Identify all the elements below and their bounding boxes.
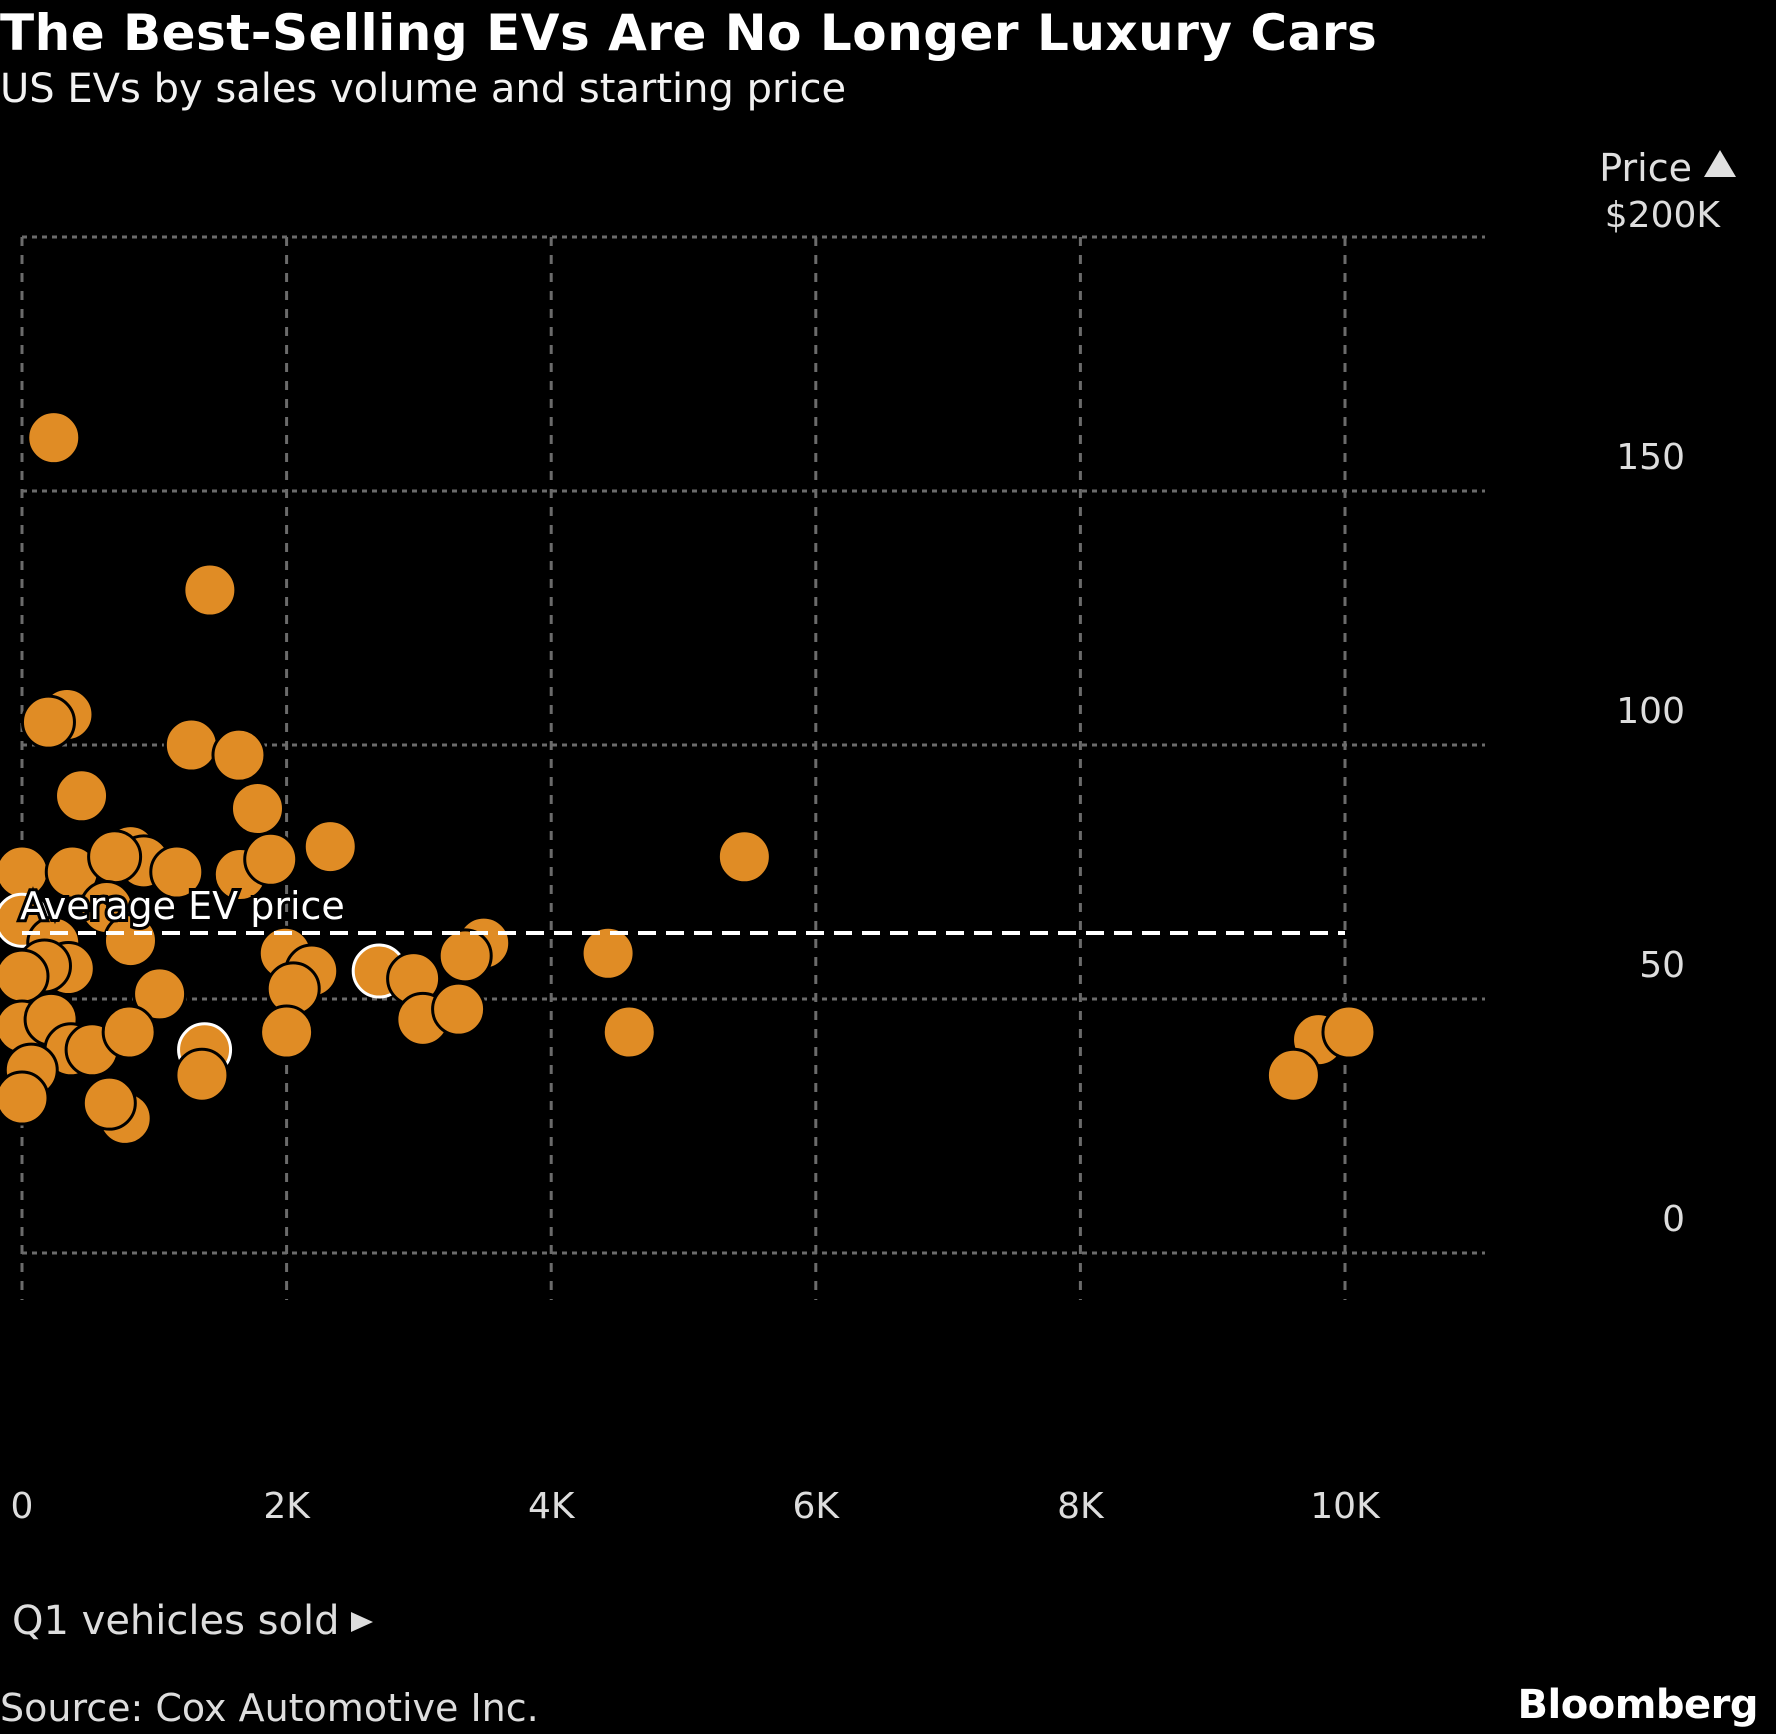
data-point: [259, 1004, 315, 1060]
data-point: [243, 831, 299, 887]
average-price-label: Average EV price: [20, 884, 345, 928]
up-triangle-icon: [1704, 150, 1736, 177]
data-point: [174, 1047, 230, 1103]
data-point: [26, 410, 82, 466]
chart-subtitle: US EVs by sales volume and starting pric…: [0, 66, 847, 112]
x-tick-label: 10K: [1310, 1486, 1381, 1527]
data-point: [601, 1004, 657, 1060]
data-point: [431, 981, 487, 1037]
y-tick-label: 50: [1639, 945, 1685, 986]
data-point: [0, 1070, 50, 1126]
data-point: [580, 925, 636, 981]
y-axis-ticks: 0 50 100 150 $200K: [1605, 195, 1722, 1240]
data-point: [102, 913, 158, 969]
x-tick-label: 6K: [793, 1486, 841, 1527]
data-point: [1265, 1047, 1321, 1103]
x-tick-label: 4K: [528, 1486, 576, 1527]
average-price-line-group: Average EV price: [17, 881, 1345, 935]
y-tick-label: 150: [1616, 437, 1685, 478]
data-point: [149, 844, 205, 900]
data-point: [101, 1004, 157, 1060]
data-point: [132, 966, 188, 1022]
data-point: [437, 928, 493, 984]
y-tick-label: 100: [1616, 691, 1685, 732]
data-point: [229, 781, 285, 836]
data-point: [211, 727, 267, 783]
y-tick-label: 0: [1662, 1199, 1685, 1240]
data-point: [163, 717, 219, 773]
x-tick-label: 0: [11, 1486, 34, 1527]
source-note: Source: Cox Automotive Inc.: [0, 1686, 539, 1730]
data-point: [716, 829, 772, 885]
data-point: [81, 1075, 137, 1131]
data-point: [20, 694, 76, 750]
data-point: [302, 819, 358, 875]
x-tick-label: 2K: [263, 1486, 311, 1527]
data-points: [0, 410, 1377, 1146]
data-point: [1321, 1004, 1377, 1060]
data-point: [87, 829, 143, 885]
x-axis-label: Q1 vehicles sold: [12, 1598, 374, 1644]
x-tick-label: 8K: [1057, 1486, 1105, 1527]
bloomberg-logo: Bloomberg: [1517, 1682, 1759, 1728]
data-point: [182, 562, 238, 618]
data-point: [54, 768, 110, 824]
right-triangle-icon: [351, 1612, 374, 1632]
chart-title: The Best-Selling EVs Are No Longer Luxur…: [0, 4, 1378, 62]
x-axis-ticks: 0 2K 4K 6K 8K 10K: [11, 1486, 1382, 1527]
x-axis-label-text: Q1 vehicles sold: [12, 1598, 340, 1644]
y-tick-label: $200K: [1605, 195, 1722, 236]
y-axis-label: Price: [1599, 146, 1736, 190]
y-axis-label-text: Price: [1599, 146, 1692, 190]
